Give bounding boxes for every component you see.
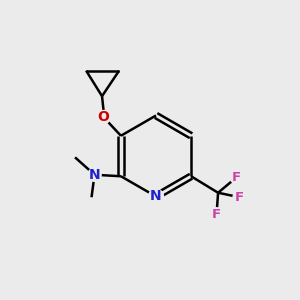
Text: F: F [232, 171, 241, 184]
Circle shape [88, 168, 101, 181]
Circle shape [233, 191, 246, 204]
Text: F: F [212, 208, 221, 221]
Circle shape [97, 111, 110, 124]
Text: F: F [235, 191, 244, 204]
Circle shape [210, 208, 223, 221]
Circle shape [230, 170, 243, 184]
Text: N: N [150, 190, 162, 203]
Text: O: O [98, 110, 110, 124]
Text: N: N [89, 168, 100, 182]
Circle shape [148, 189, 164, 204]
